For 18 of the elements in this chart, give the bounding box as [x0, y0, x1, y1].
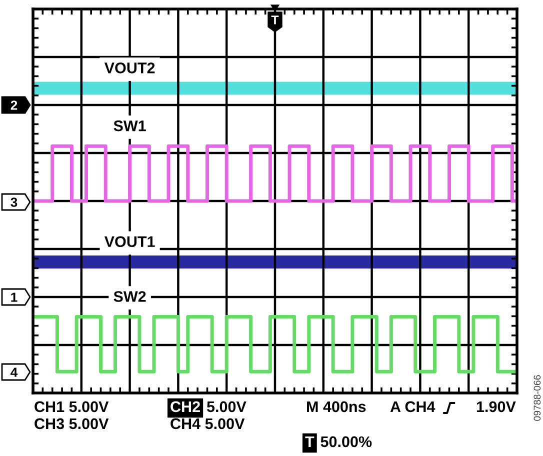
text: CH3 5.00V: [34, 418, 109, 430]
text: 1.90V: [476, 401, 516, 412]
series-label: SW1: [114, 120, 146, 132]
text: 3: [10, 198, 18, 207]
text: 09788-066: [534, 375, 541, 421]
text: CH1 5.00V: [34, 401, 109, 412]
series-label: VOUT2: [104, 62, 155, 74]
series-label: VOUT1: [104, 236, 155, 248]
text: 2: [10, 100, 18, 110]
text: T: [271, 16, 279, 24]
text: T 50.00%: [305, 436, 372, 448]
text: 1: [11, 292, 18, 302]
text: M 400ns: [307, 401, 366, 412]
text: CH2 5.00V: [170, 401, 246, 412]
text: A CH4: [390, 401, 436, 412]
text: 4: [10, 368, 18, 377]
series-label: SW2: [114, 291, 146, 302]
text: CH4 5.00V: [170, 418, 245, 430]
